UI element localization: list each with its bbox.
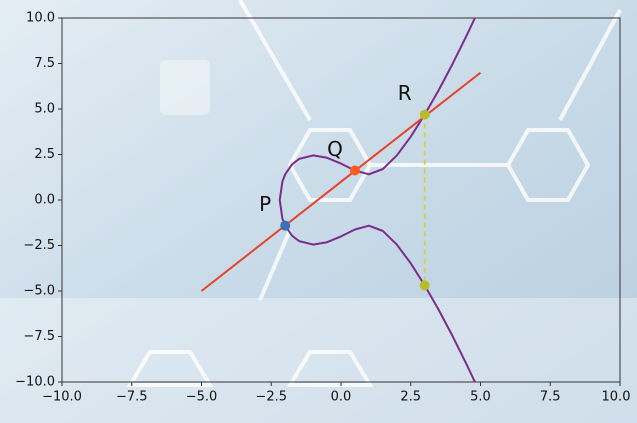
x-tick-label: 10.0 <box>602 390 631 405</box>
y-tick-label: −10.0 <box>15 375 55 390</box>
plot-area <box>200 18 482 382</box>
point <box>349 165 360 176</box>
x-tick-label: 7.5 <box>540 390 561 405</box>
decoration <box>0 298 637 423</box>
point <box>419 109 430 120</box>
x-tick-label: −5.0 <box>186 390 218 405</box>
series-line <box>200 71 482 292</box>
y-tick-label: 5.0 <box>34 102 55 117</box>
y-tick-label: 2.5 <box>34 147 55 162</box>
y-tick-label: −5.0 <box>23 284 55 299</box>
x-tick-label: 0.0 <box>331 390 352 405</box>
decoration <box>126 0 622 387</box>
y-tick-label: 0.0 <box>34 193 55 208</box>
decoration <box>160 60 210 115</box>
point <box>419 280 430 291</box>
point <box>280 220 291 231</box>
x-tick-label: 5.0 <box>470 390 491 405</box>
x-tick-label: 2.5 <box>400 390 421 405</box>
y-tick-label: 10.0 <box>26 11 55 26</box>
x-tick-label: −10.0 <box>42 390 82 405</box>
point-label: R <box>398 81 412 105</box>
y-tick-label: −2.5 <box>23 238 55 253</box>
y-tick-label: 7.5 <box>34 56 55 71</box>
y-tick-label: −7.5 <box>23 329 55 344</box>
point-label: P <box>259 192 271 216</box>
x-tick-label: −7.5 <box>116 390 148 405</box>
point-label: Q <box>327 137 343 161</box>
x-tick-label: −2.5 <box>255 390 287 405</box>
series-line <box>278 18 476 382</box>
